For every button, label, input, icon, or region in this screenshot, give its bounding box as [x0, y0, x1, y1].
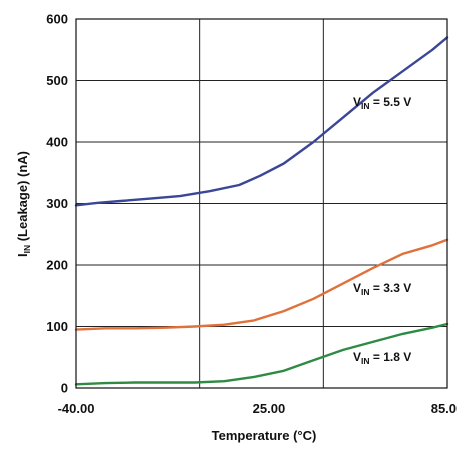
y-tick-label: 600 — [46, 12, 68, 27]
y-tick-label: 100 — [46, 319, 68, 334]
x-tick-label: 25.00 — [253, 401, 286, 416]
y-tick-label: 0 — [61, 381, 68, 396]
series-line-3-3-vv — [74, 238, 449, 331]
y-tick-label: 200 — [46, 258, 68, 273]
series-line-5-5-vv — [74, 36, 449, 207]
y-axis-title: IIN (Leakage) (nA) — [15, 151, 32, 257]
y-tick-label: 300 — [46, 196, 68, 211]
x-axis-title: Temperature (°C) — [212, 428, 317, 443]
series-label-1-8v: VIN = 1.8 V — [353, 350, 411, 366]
x-tick-label: 85.00 — [431, 401, 457, 416]
grid-lines — [76, 19, 447, 388]
series-label-5-5v: VIN = 5.5 V — [353, 95, 411, 111]
series-label-3-3v: VIN = 3.3 V — [353, 281, 411, 297]
y-tick-label: 500 — [46, 73, 68, 88]
series-line-1-8-vv — [74, 322, 449, 386]
x-axis-ticks: -40.00 25.00 85.00 — [58, 401, 457, 416]
series-lines — [74, 36, 449, 386]
series-labels: VIN = 5.5 V VIN = 3.3 V VIN = 1.8 V — [353, 95, 411, 366]
y-tick-label: 400 — [46, 135, 68, 150]
y-axis-ticks: 0 100 200 300 400 500 600 — [46, 12, 68, 396]
x-tick-label: -40.00 — [58, 401, 95, 416]
plot-frame — [75, 18, 448, 389]
